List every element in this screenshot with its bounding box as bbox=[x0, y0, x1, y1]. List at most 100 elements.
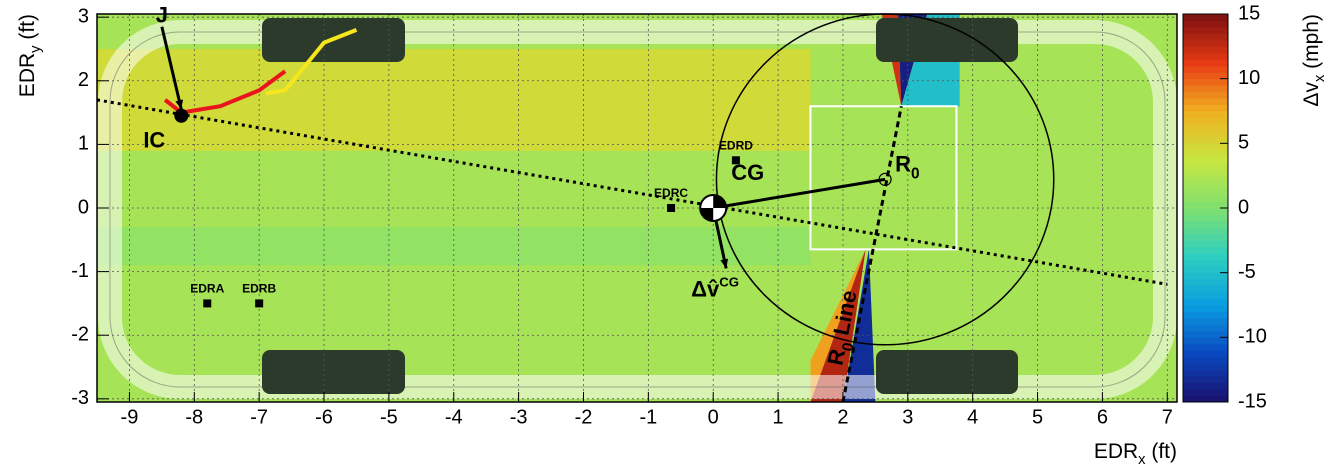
arrow-head bbox=[175, 99, 184, 110]
x-tick-label: -9 bbox=[121, 406, 139, 428]
colorbar-cell bbox=[1183, 214, 1228, 222]
marker-label: CG bbox=[731, 160, 764, 185]
colorbar-cell bbox=[1183, 253, 1228, 261]
colorbar-cell bbox=[1183, 143, 1228, 151]
edr-marker bbox=[731, 156, 740, 165]
colorbar-cell bbox=[1183, 111, 1228, 118]
y-axis-title-part: EDR bbox=[16, 53, 39, 97]
colorbar-cell bbox=[1183, 123, 1228, 131]
r0-marker bbox=[878, 172, 892, 186]
colorbar-cell bbox=[1183, 292, 1228, 300]
colorbar-cell bbox=[1183, 182, 1228, 190]
colorbar-cell bbox=[1183, 188, 1228, 196]
colorbar-cell bbox=[1183, 311, 1228, 319]
marker-label: R0 bbox=[895, 151, 919, 182]
y-tick-label: -3 bbox=[71, 387, 89, 409]
colorbar-cell bbox=[1183, 59, 1228, 67]
colorbar-cell bbox=[1183, 240, 1228, 248]
colorbar-cell bbox=[1183, 162, 1228, 170]
colorbar-tick-label: -10 bbox=[1238, 326, 1267, 348]
colorbar-cell bbox=[1183, 369, 1228, 377]
x-tick-label: 5 bbox=[1032, 406, 1043, 428]
colorbar-cell bbox=[1183, 14, 1228, 21]
colorbar-title-part: Δv bbox=[1300, 82, 1323, 107]
colorbar-tick-label: -5 bbox=[1238, 261, 1256, 283]
colorbar-cell bbox=[1183, 220, 1228, 228]
axes: -9 -8 -7 -6 -5 -4 -3 -2 -1 0 1 2 3 4 5 6 7-3-2-10123EDRx… bbox=[16, 5, 1328, 467]
colorbar-tick-label: 10 bbox=[1238, 67, 1260, 89]
y-tick-label: 2 bbox=[78, 69, 89, 91]
colorbar-cell bbox=[1183, 227, 1228, 235]
colorbar-cell bbox=[1183, 136, 1228, 144]
colorbar-cell bbox=[1183, 46, 1228, 54]
colorbar-cell bbox=[1183, 208, 1228, 215]
colorbar-tick-label: 0 bbox=[1238, 196, 1249, 218]
cg-quadrant bbox=[713, 195, 727, 208]
r0-line-label-part: 0 bbox=[839, 341, 857, 353]
colorbar-cell bbox=[1183, 272, 1228, 280]
x-tick-label: 2 bbox=[837, 406, 848, 428]
arrow-label-part: Δv̂ bbox=[691, 276, 720, 301]
colorbar-cell bbox=[1183, 298, 1228, 306]
colorbar-cell bbox=[1183, 201, 1228, 209]
colorbar-cell bbox=[1183, 195, 1228, 203]
colorbar-cell bbox=[1183, 337, 1228, 345]
colorbar-cell bbox=[1183, 85, 1228, 93]
y-tick-label: 0 bbox=[78, 196, 89, 218]
colorbar-cell bbox=[1183, 382, 1228, 390]
colorbar-cell bbox=[1183, 389, 1228, 397]
colorbar-cell bbox=[1183, 324, 1228, 332]
y-axis-title-part: y bbox=[28, 45, 44, 53]
car-edge bbox=[109, 31, 1166, 388]
arrow-label: J bbox=[156, 3, 168, 28]
colorbar-cell bbox=[1183, 343, 1228, 351]
colorbar-cell bbox=[1183, 149, 1228, 157]
y-tick-label: 1 bbox=[78, 133, 89, 155]
arrow-head bbox=[720, 258, 729, 269]
edr-marker bbox=[255, 299, 264, 308]
colorbar-cell bbox=[1183, 285, 1228, 293]
ic-marker bbox=[174, 108, 189, 123]
tire bbox=[876, 18, 1018, 62]
colorbar-cell bbox=[1183, 169, 1228, 177]
edr-marker bbox=[203, 299, 212, 308]
x-axis-title-part: (ft) bbox=[1146, 440, 1178, 463]
arrow-shaft bbox=[160, 26, 183, 110]
edr-marker bbox=[667, 204, 676, 212]
colorbar-cell bbox=[1183, 175, 1228, 183]
x-tick-label: -8 bbox=[185, 406, 203, 428]
colorbar-tick-label: 15 bbox=[1238, 2, 1260, 24]
colorbar-cell bbox=[1183, 39, 1228, 47]
x-axis-title: EDRx (ft) bbox=[1094, 440, 1177, 468]
x-axis-title-part: EDR bbox=[1094, 440, 1138, 463]
colorbar-cell bbox=[1183, 246, 1228, 254]
y-axis-title: EDRy (ft) bbox=[16, 14, 44, 97]
x-tick-label: -1 bbox=[639, 406, 657, 428]
grid bbox=[97, 14, 1177, 402]
y-tick-label: -2 bbox=[71, 323, 89, 345]
arrow-label: Δv̂CG bbox=[691, 274, 739, 301]
colorbar-cell bbox=[1183, 26, 1228, 34]
marker-label: IC bbox=[143, 128, 165, 153]
colorbar-title-part: (mph) bbox=[1300, 14, 1323, 75]
x-tick-label: -3 bbox=[510, 406, 528, 428]
marker-label: EDRB bbox=[242, 282, 276, 296]
colorbar-cell bbox=[1183, 104, 1228, 112]
x-tick-label: -4 bbox=[445, 406, 463, 428]
colorbar-cell bbox=[1183, 259, 1228, 267]
heat-region bbox=[842, 249, 876, 402]
colorbar-cell bbox=[1183, 130, 1228, 138]
colorbar-cell bbox=[1183, 317, 1228, 325]
colorbar-cell bbox=[1183, 156, 1228, 164]
colorbar-tick-label: -15 bbox=[1238, 390, 1267, 412]
colorbar-tick-label: 5 bbox=[1238, 132, 1249, 154]
tire bbox=[876, 350, 1018, 394]
colorbar-cell bbox=[1183, 356, 1228, 364]
colorbar-cell bbox=[1183, 395, 1228, 403]
trace-line bbox=[712, 177, 886, 210]
cg-quadrant bbox=[700, 208, 714, 221]
colorbar-cell bbox=[1183, 52, 1228, 60]
x-tick-label: -6 bbox=[315, 406, 333, 428]
